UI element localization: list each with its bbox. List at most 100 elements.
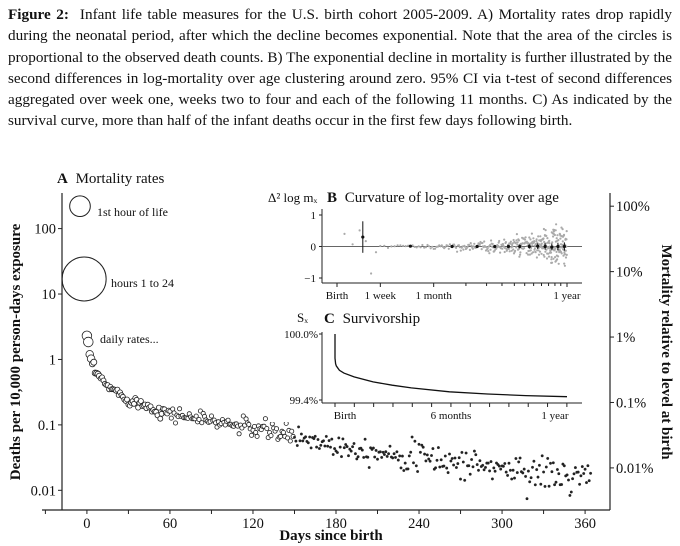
panel-a-title-text: Mortality rates [76, 171, 165, 187]
x-tick-label: 360 [574, 516, 596, 532]
caption-text: Infant life table measures for the U.S. … [8, 6, 673, 130]
data-point [418, 450, 422, 454]
data-point [587, 479, 591, 483]
b-point [471, 247, 474, 250]
b-point [413, 245, 416, 248]
y-tick-label: 10 [42, 287, 57, 303]
panel-b-plot: 1 0 −1 Birth 1 week 1 month 1 year [304, 209, 582, 302]
data-point [347, 454, 350, 458]
data-point [170, 406, 176, 412]
data-point [531, 465, 534, 469]
b-point [426, 243, 429, 247]
b-point [386, 246, 390, 249]
b-y-tick-label: 0 [311, 242, 317, 254]
data-point [124, 396, 130, 403]
data-point [572, 472, 576, 476]
data-point [273, 426, 279, 432]
b-point [379, 244, 382, 248]
b-point [555, 250, 558, 253]
panel-b-letter: B [327, 190, 337, 206]
b-point [535, 238, 538, 241]
b-point [519, 253, 522, 256]
data-point [380, 455, 384, 459]
b-point [535, 240, 538, 243]
data-point [493, 469, 497, 473]
data-point [236, 431, 242, 437]
data-point [371, 446, 375, 450]
data-point [395, 450, 399, 454]
b-point [533, 247, 537, 250]
data-point [413, 439, 417, 443]
data-point [576, 470, 580, 474]
b-point [498, 239, 501, 243]
data-point [338, 445, 342, 449]
data-point [424, 459, 428, 463]
data-point [289, 428, 295, 434]
data-point [506, 473, 510, 477]
b-point [515, 233, 519, 236]
b-point [561, 240, 564, 243]
y-tick-label-right: 0.1% [616, 395, 646, 411]
data-point [353, 452, 357, 456]
b-ci-point [518, 244, 522, 249]
b-point [537, 235, 540, 238]
b-point [472, 245, 475, 248]
data-point [253, 429, 259, 435]
b-point [419, 246, 422, 249]
b-ci-point [475, 244, 479, 249]
b-point [508, 250, 511, 253]
data-point [517, 460, 521, 464]
b-point [370, 272, 373, 275]
data-point [474, 453, 478, 457]
b-x-tick-label: 1 month [415, 290, 452, 302]
data-point [90, 358, 98, 366]
data-point [448, 452, 451, 456]
data-point [335, 451, 339, 454]
b-point [565, 253, 568, 256]
circle-first-hour [69, 195, 91, 218]
panel-b: Δ² log mₓ B Curvature of log-mortality o… [268, 184, 598, 304]
panel-a-letter: A [57, 171, 68, 187]
panel-a-annotations: 1st hour of life hours 1 to 24 daily rates… [61, 195, 174, 346]
b-point [462, 248, 465, 251]
b-point [525, 252, 528, 255]
data-point [301, 439, 305, 443]
data-point [381, 450, 385, 454]
data-point [492, 466, 496, 470]
x-tick-label: 120 [242, 516, 264, 532]
data-point [547, 484, 551, 488]
b-point [527, 253, 530, 256]
data-point [452, 463, 456, 467]
data-point [287, 438, 293, 444]
b-point [554, 247, 557, 250]
b-point [514, 241, 517, 244]
data-point [423, 452, 427, 456]
data-point [399, 466, 403, 470]
data-point [362, 455, 366, 459]
data-point [410, 435, 414, 439]
b-point [542, 237, 545, 240]
data-point [306, 441, 310, 445]
data-point [312, 437, 316, 441]
data-point [579, 474, 583, 478]
data-point [278, 433, 284, 439]
data-point [560, 483, 564, 486]
data-point [463, 478, 467, 482]
b-point [511, 245, 514, 248]
data-point [355, 457, 359, 461]
b-point [480, 248, 483, 251]
b-point [550, 261, 554, 264]
b-point [564, 256, 568, 259]
data-point [293, 435, 296, 439]
data-point [533, 483, 537, 487]
data-point [348, 447, 352, 451]
b-point [456, 250, 459, 253]
b-ci-point [506, 244, 511, 249]
data-point [472, 449, 476, 453]
b-ci-point [550, 245, 554, 249]
data-point [544, 465, 548, 469]
data-point [443, 454, 447, 458]
data-point [319, 443, 323, 447]
data-point [324, 434, 328, 438]
